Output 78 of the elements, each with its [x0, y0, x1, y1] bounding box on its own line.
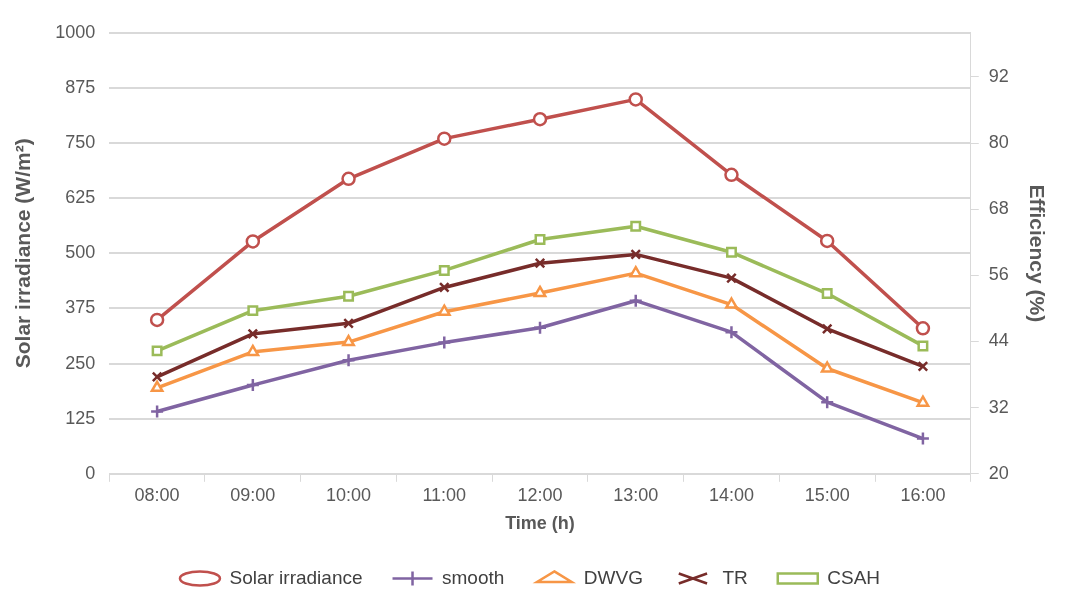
- legend-label: DWVG: [583, 566, 643, 588]
- y-tick-label: 125: [65, 407, 96, 428]
- point: [151, 371, 163, 383]
- point: [150, 380, 164, 393]
- y2-tick-label: 20: [988, 462, 1009, 483]
- point: [532, 111, 548, 127]
- point: [915, 431, 931, 446]
- y-tick-label: 875: [65, 76, 96, 97]
- point: [149, 312, 165, 328]
- point: [151, 345, 163, 357]
- point: [628, 92, 643, 107]
- legend-label: Solar irradiance: [229, 566, 363, 588]
- point: [724, 324, 739, 340]
- point: [533, 285, 547, 298]
- y2-axis-title: Efficiency (%): [1025, 184, 1049, 323]
- y2-tick-label: 32: [988, 396, 1009, 417]
- y2-tick-label: 44: [988, 330, 1009, 351]
- x-tick-label: 16:00: [900, 484, 946, 505]
- point: [437, 335, 452, 350]
- point: [725, 297, 738, 309]
- point: [343, 317, 355, 329]
- y2-tick-label: 56: [988, 264, 1009, 285]
- point: [342, 334, 356, 347]
- point: [917, 340, 929, 352]
- point: [821, 288, 833, 300]
- legend-label: smooth: [442, 566, 505, 588]
- y2-tick-label: 68: [988, 198, 1009, 219]
- x-tick-label: 13:00: [613, 484, 659, 505]
- x-tick-label: 08:00: [134, 484, 180, 505]
- point: [915, 321, 931, 336]
- x-tick-label: 09:00: [230, 484, 276, 505]
- point: [438, 281, 450, 293]
- x-tick-label: 14:00: [708, 484, 754, 505]
- x-tick-label: 12:00: [517, 484, 563, 505]
- x-tick-label: 11:00: [422, 484, 467, 505]
- y2-tick-label: 80: [988, 132, 1009, 153]
- y-tick-label: 625: [65, 187, 96, 208]
- point: [725, 272, 737, 284]
- point: [819, 233, 835, 249]
- point: [343, 290, 355, 302]
- y-tick-label: 250: [65, 352, 96, 373]
- point: [245, 234, 261, 249]
- point: [438, 264, 450, 276]
- point: [630, 220, 642, 232]
- point: [246, 344, 260, 357]
- point: [247, 305, 259, 317]
- point: [628, 293, 643, 308]
- y-tick-label: 750: [65, 132, 96, 153]
- x-axis-title: Time (h): [505, 513, 575, 534]
- point: [725, 246, 737, 258]
- y-tick-label: 375: [65, 297, 96, 318]
- x-tick-label: 10:00: [326, 484, 372, 505]
- point: [341, 171, 356, 187]
- y2-tick-label: 92: [988, 65, 1009, 86]
- point: [437, 304, 451, 316]
- y-axis-title: Solar irradiance (W/m²): [11, 138, 35, 369]
- point: [917, 360, 929, 372]
- point: [149, 404, 165, 419]
- point: [916, 395, 930, 407]
- point: [247, 328, 259, 340]
- point: [821, 323, 833, 335]
- point: [629, 265, 643, 278]
- point: [437, 131, 452, 146]
- legend-label: CSAH: [827, 566, 881, 588]
- point: [724, 167, 739, 183]
- x-tick-label: 15:00: [804, 484, 850, 505]
- point: [820, 361, 834, 373]
- y-tick-label: 0: [85, 462, 96, 483]
- point: [534, 257, 546, 269]
- y-tick-label: 1000: [55, 21, 96, 42]
- point: [532, 320, 548, 335]
- point: [534, 234, 546, 246]
- y-tick-label: 500: [65, 242, 96, 263]
- point: [819, 394, 835, 410]
- point: [630, 248, 642, 260]
- point: [245, 377, 261, 393]
- point: [341, 352, 356, 368]
- legend-label: TR: [722, 566, 748, 588]
